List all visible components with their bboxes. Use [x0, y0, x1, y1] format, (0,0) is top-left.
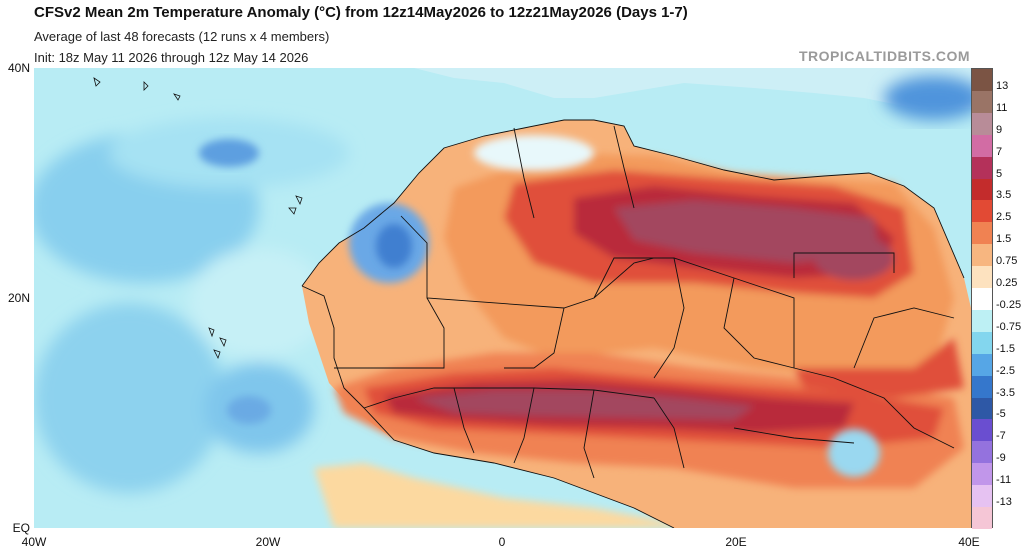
- colorbar-label: 13: [996, 79, 1009, 92]
- colorbar-swatch: [972, 419, 992, 442]
- lat-label-20n: 20N: [7, 291, 30, 305]
- colorbar-label: 1.5: [996, 233, 1012, 246]
- cool-pocket-north-africa: [474, 135, 594, 171]
- map-subtitle-init: Init: 18z May 11 2026 through 12z May 14…: [34, 50, 309, 65]
- atlantic-islands: [93, 77, 303, 360]
- colorbar-swatch: [972, 353, 992, 377]
- colorbar-swatch: [972, 69, 992, 92]
- colorbar-swatch: [972, 507, 992, 530]
- anomaly-map: [34, 68, 971, 528]
- colorbar-swatch: [972, 112, 992, 136]
- gulf-warm-band: [314, 463, 674, 528]
- colorbar-swatch: [972, 90, 992, 114]
- colorbar-swatch: [972, 134, 992, 158]
- ocean-cool-anomalies: [34, 118, 349, 493]
- colorbar-swatch: [972, 200, 992, 223]
- lon-label-20e: 20E: [725, 535, 747, 549]
- colorbar-swatch: [972, 485, 992, 508]
- cool-pocket-ethiopia: [828, 429, 880, 477]
- colorbar-swatch: [972, 266, 992, 289]
- colorbar-label: 5: [996, 167, 1003, 180]
- lon-label-20w: 20W: [255, 535, 281, 549]
- colorbar-swatch: [972, 222, 992, 245]
- map-subtitle-average: Average of last 48 forecasts (12 runs x …: [34, 29, 330, 44]
- lat-label-eq: EQ: [12, 521, 30, 535]
- europe-land: [414, 68, 971, 108]
- colorbar-label: -3.5: [996, 386, 1015, 399]
- credit-watermark: TROPICALTIDBITS.COM: [798, 48, 970, 64]
- cool-pocket-morocco-core: [376, 224, 412, 268]
- colorbar-label: -9: [996, 452, 1006, 465]
- cold-core-ocean: [199, 139, 259, 167]
- lon-label-40e: 40E: [958, 535, 980, 549]
- colorbar-swatch: [972, 156, 992, 179]
- colorbar-label: -0.75: [996, 320, 1022, 333]
- colorbar-swatch: [972, 288, 992, 311]
- colorbar-swatch: [972, 441, 992, 464]
- colorbar-label: 11: [996, 101, 1008, 114]
- colorbar-label: -11: [996, 474, 1012, 487]
- colorbar-swatch: [972, 309, 992, 333]
- cool-pocket-east: [884, 76, 971, 120]
- map-title: CFSv2 Mean 2m Temperature Anomaly (°C) f…: [34, 4, 688, 21]
- colorbar-label: -13: [996, 496, 1012, 509]
- colorbar-label: 3.5: [996, 189, 1012, 202]
- colorbar-label: 2.5: [996, 211, 1012, 224]
- country-borders: [301, 119, 965, 528]
- lat-label-40n: 40N: [7, 61, 30, 75]
- colorbar-label: 0.25: [996, 277, 1018, 290]
- colorbar-label: -5: [996, 408, 1006, 421]
- cold-core-atlantic-south: [227, 396, 271, 424]
- colorbar-label: -2.5: [996, 364, 1015, 377]
- colorbar-swatch: [972, 463, 992, 486]
- colorbar-label: -1.5: [996, 342, 1015, 355]
- colorbar: [971, 68, 993, 530]
- colorbar-swatch: [972, 178, 992, 201]
- colorbar-label: 0.75: [996, 255, 1018, 268]
- colorbar-label: -7: [996, 430, 1006, 443]
- anomaly-map-canvas: [34, 68, 971, 528]
- colorbar-label: -0.25: [996, 298, 1022, 311]
- lon-label-40w: 40W: [21, 535, 47, 549]
- colorbar-swatch: [972, 375, 992, 399]
- colorbar-label: 9: [996, 123, 1003, 136]
- colorbar-swatch: [972, 244, 992, 267]
- warm-anomalies: [334, 153, 964, 488]
- colorbar-label: 7: [996, 145, 1003, 158]
- lon-label-0: 0: [498, 535, 506, 549]
- colorbar-swatch: [972, 397, 992, 420]
- colorbar-swatch: [972, 331, 992, 355]
